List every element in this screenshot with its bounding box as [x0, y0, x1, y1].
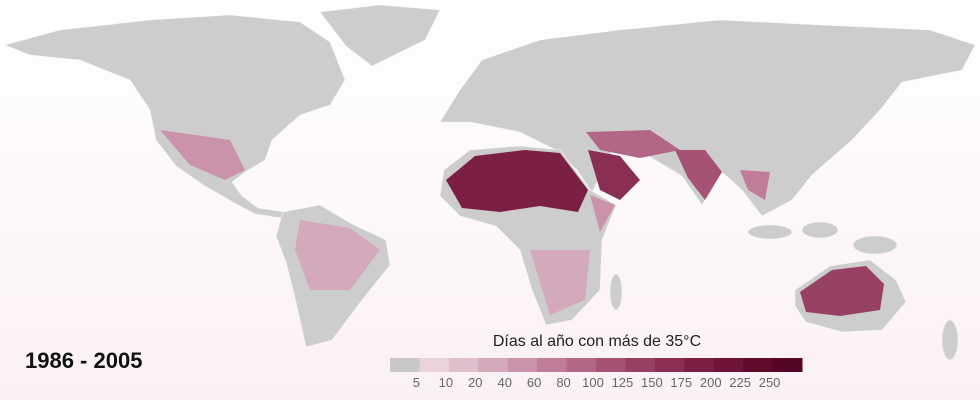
legend-tick-label: 20 — [468, 375, 482, 390]
indonesia-east — [801, 221, 839, 239]
legend-tick-label: 225 — [729, 375, 751, 390]
legend-swatch — [654, 358, 685, 372]
legend-tick-label: 80 — [556, 375, 570, 390]
legend-tick-label: 250 — [759, 375, 781, 390]
mexico — [160, 130, 245, 180]
land — [4, 4, 976, 361]
brazil — [295, 220, 380, 290]
legend-swatch — [478, 358, 509, 372]
legend: 5 10 20 40 60 80 100 125 150 175 200 225 250 — [390, 358, 803, 390]
legend-swatch — [596, 358, 626, 372]
sahara — [446, 150, 588, 212]
legend-swatch — [625, 358, 656, 372]
legend-swatch — [684, 358, 715, 372]
legend-swatch — [772, 358, 803, 372]
indonesia-west — [747, 224, 793, 240]
middle-east — [586, 130, 680, 158]
legend-tick-label: 200 — [700, 375, 722, 390]
period-label: 1986 - 2005 — [25, 348, 142, 373]
eurasia — [439, 19, 976, 217]
legend-tick-label: 125 — [612, 375, 634, 390]
legend-swatch — [419, 358, 450, 372]
legend-tick-label: 10 — [439, 375, 453, 390]
legend-tick-label: 5 — [413, 375, 420, 390]
legend-tick-label: 175 — [670, 375, 692, 390]
north-america — [4, 14, 346, 219]
east-africa — [590, 195, 615, 232]
legend-tick-label: 40 — [497, 375, 511, 390]
australia-heat — [800, 266, 884, 316]
legend-swatch — [448, 358, 479, 372]
legend-swatch — [507, 358, 538, 372]
legend-tick-label: 150 — [641, 375, 663, 390]
madagascar — [609, 273, 623, 311]
india — [675, 150, 722, 200]
greenland — [319, 4, 441, 67]
new-zealand — [941, 319, 959, 361]
legend-title: Días al año con más de 35°C — [493, 333, 701, 350]
legend-swatch — [537, 358, 568, 372]
legend-tick-label: 60 — [527, 375, 541, 390]
legend-swatch — [390, 358, 420, 372]
arabia — [588, 150, 640, 200]
legend-swatch — [566, 358, 597, 372]
heat-regions — [160, 130, 884, 316]
southern-africa — [530, 250, 590, 315]
southeast-asia — [740, 170, 770, 200]
legend-swatch — [713, 358, 744, 372]
legend-swatch — [743, 358, 774, 372]
new-guinea — [852, 235, 898, 255]
legend-tick-label: 100 — [582, 375, 604, 390]
